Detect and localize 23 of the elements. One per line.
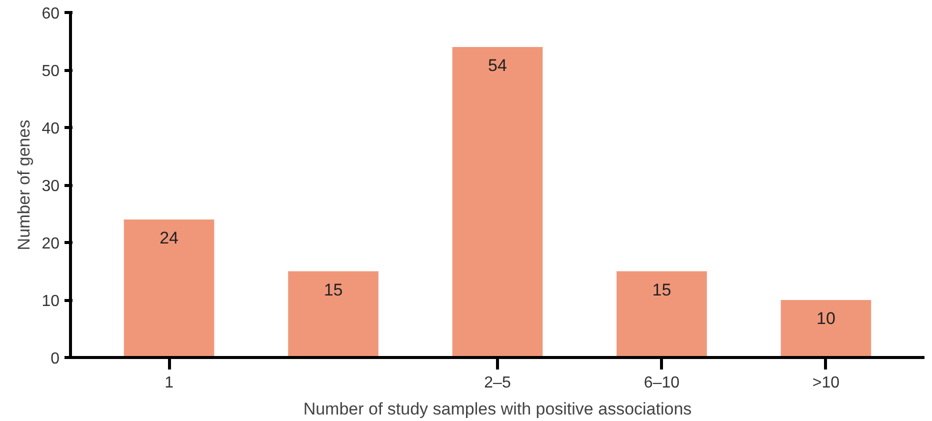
bar xyxy=(616,271,707,358)
x-tick-label: >10 xyxy=(812,374,840,392)
data-label: 10 xyxy=(816,309,836,328)
y-tick-label: 0 xyxy=(50,350,60,368)
y-axis-title: Number of genes xyxy=(14,120,34,250)
bar xyxy=(288,271,378,358)
y-tick-label: 50 xyxy=(42,63,60,80)
x-tick-label: 1 xyxy=(164,374,174,392)
y-tick-label: 30 xyxy=(42,178,60,195)
x-axis-title: Number of study samples with positive associations xyxy=(303,400,692,418)
y-tick-label: 40 xyxy=(42,120,60,138)
bar xyxy=(780,300,872,358)
data-label: 24 xyxy=(160,228,179,248)
data-label: 54 xyxy=(488,56,507,75)
y-tick-label: 10 xyxy=(42,293,60,310)
data-label: 15 xyxy=(324,280,343,300)
x-tick-label: 2–5 xyxy=(484,374,511,392)
bar xyxy=(124,220,214,358)
data-label: 15 xyxy=(652,280,672,300)
y-tick-label: 20 xyxy=(42,236,60,252)
x-tick-label: 6–10 xyxy=(644,374,680,392)
y-tick-label: 60 xyxy=(42,6,60,22)
bar xyxy=(452,47,543,358)
